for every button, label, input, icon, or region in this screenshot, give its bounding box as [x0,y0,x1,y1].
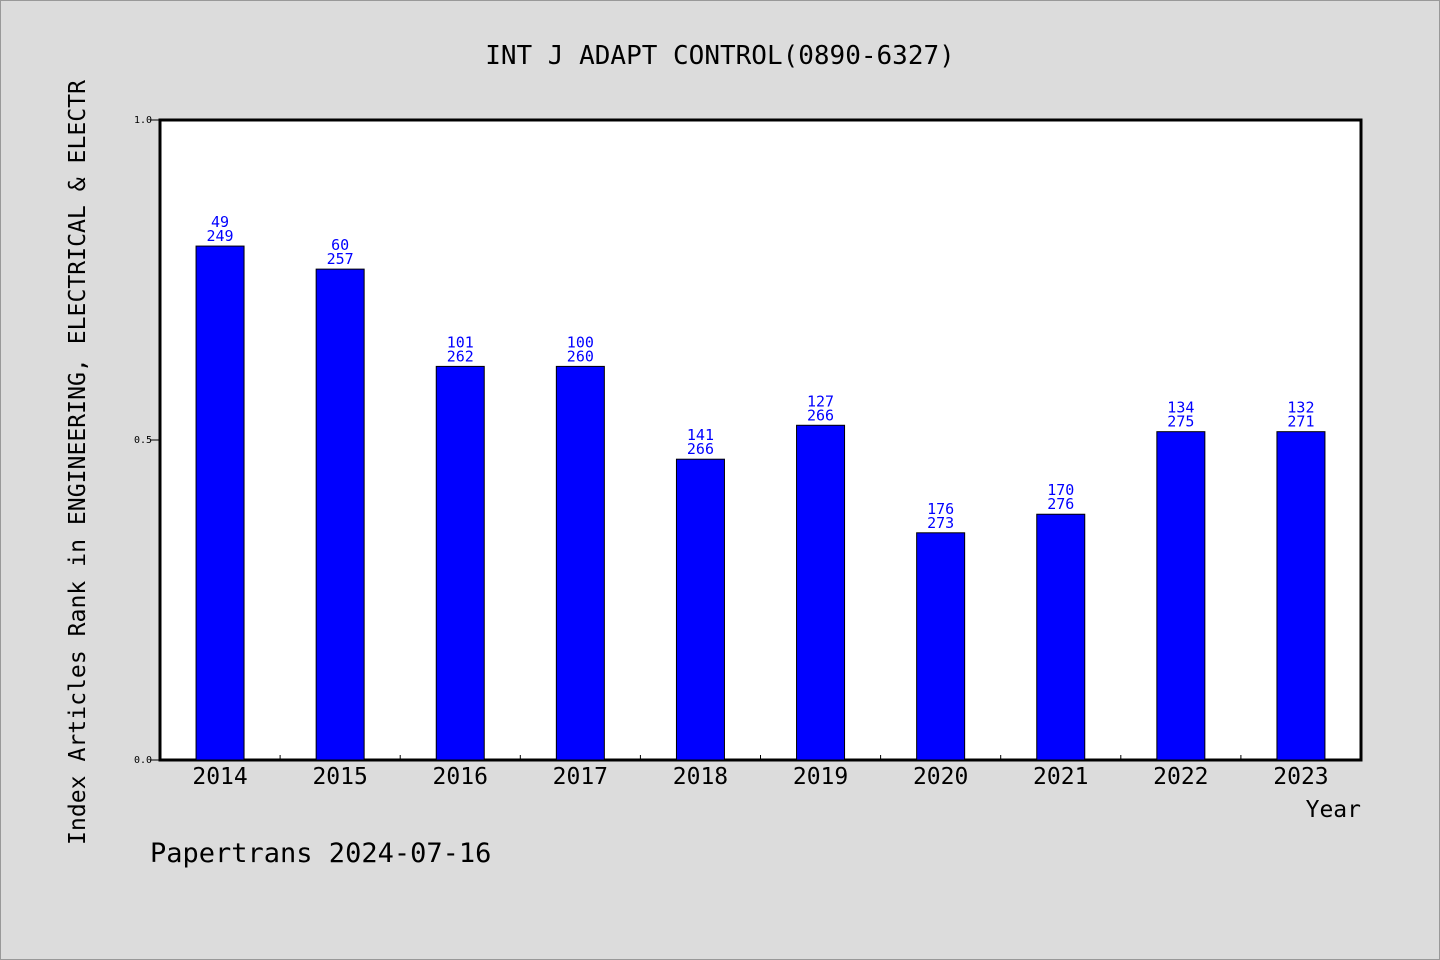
data-label-total: 257 [327,250,354,268]
data-label-total: 271 [1287,413,1314,431]
bar-2017 [555,365,605,761]
data-label-total: 249 [207,227,234,245]
y-axis-ticks: 0.0 0.5 1.0 [134,115,160,766]
y-axis-label: Index Articles Rank in ENGINEERING, ELEC… [65,80,91,845]
data-label-total: 276 [1047,495,1074,513]
x-tick-label: 2014 [192,764,247,790]
bar-2015 [315,268,365,761]
bar-2021 [1036,513,1086,761]
data-label-rank: 100 [567,333,594,351]
y-tick-label: 1.0 [134,115,152,126]
x-tick-label: 2017 [553,764,608,790]
bar-2022 [1156,431,1206,761]
data-label-rank: 101 [447,333,474,351]
bar-2023 [1276,431,1326,761]
x-tick-label: 2019 [793,764,848,790]
x-axis-ticks: 2014 2015 2016 2017 2018 2019 2020 2021 2022 2023 [192,755,1329,790]
data-label-rank: 132 [1287,399,1314,417]
bar-2014 [195,245,245,761]
data-label-rank: 141 [687,426,714,444]
x-tick-label: 2016 [433,764,488,790]
bar-2016 [435,365,485,761]
data-label-total: 260 [567,347,594,365]
x-tick-label: 2018 [673,764,728,790]
bars [195,245,1326,761]
data-label-rank: 176 [927,500,954,518]
x-tick-label: 2021 [1033,764,1088,790]
bar-2020 [916,532,966,761]
y-tick-label: 0.5 [134,435,152,446]
data-label-rank: 127 [807,392,834,410]
x-axis-label: Year [1306,797,1361,823]
x-tick-label: 2022 [1153,764,1208,790]
bar-2018 [675,458,725,761]
chart-title: INT J ADAPT CONTROL(0890-6327) [485,41,955,71]
data-label-total: 262 [447,347,474,365]
x-tick-label: 2015 [312,764,367,790]
x-tick-label: 2023 [1273,764,1328,790]
bar-2019 [796,424,846,761]
data-label-total: 266 [687,440,714,458]
footer-credit: Papertrans 2024-07-16 [150,838,491,869]
data-label-total: 273 [927,514,954,532]
y-tick-label: 0.0 [134,755,152,766]
data-label-rank: 134 [1167,399,1194,417]
x-tick-label: 2020 [913,764,968,790]
data-labels: 4924960257101262100260141266127266176273… [207,213,1315,532]
data-label-rank: 170 [1047,481,1074,499]
data-label-rank: 60 [331,236,349,254]
data-label-total: 266 [807,406,834,424]
data-label-total: 275 [1167,413,1194,431]
data-label-rank: 49 [211,213,229,231]
